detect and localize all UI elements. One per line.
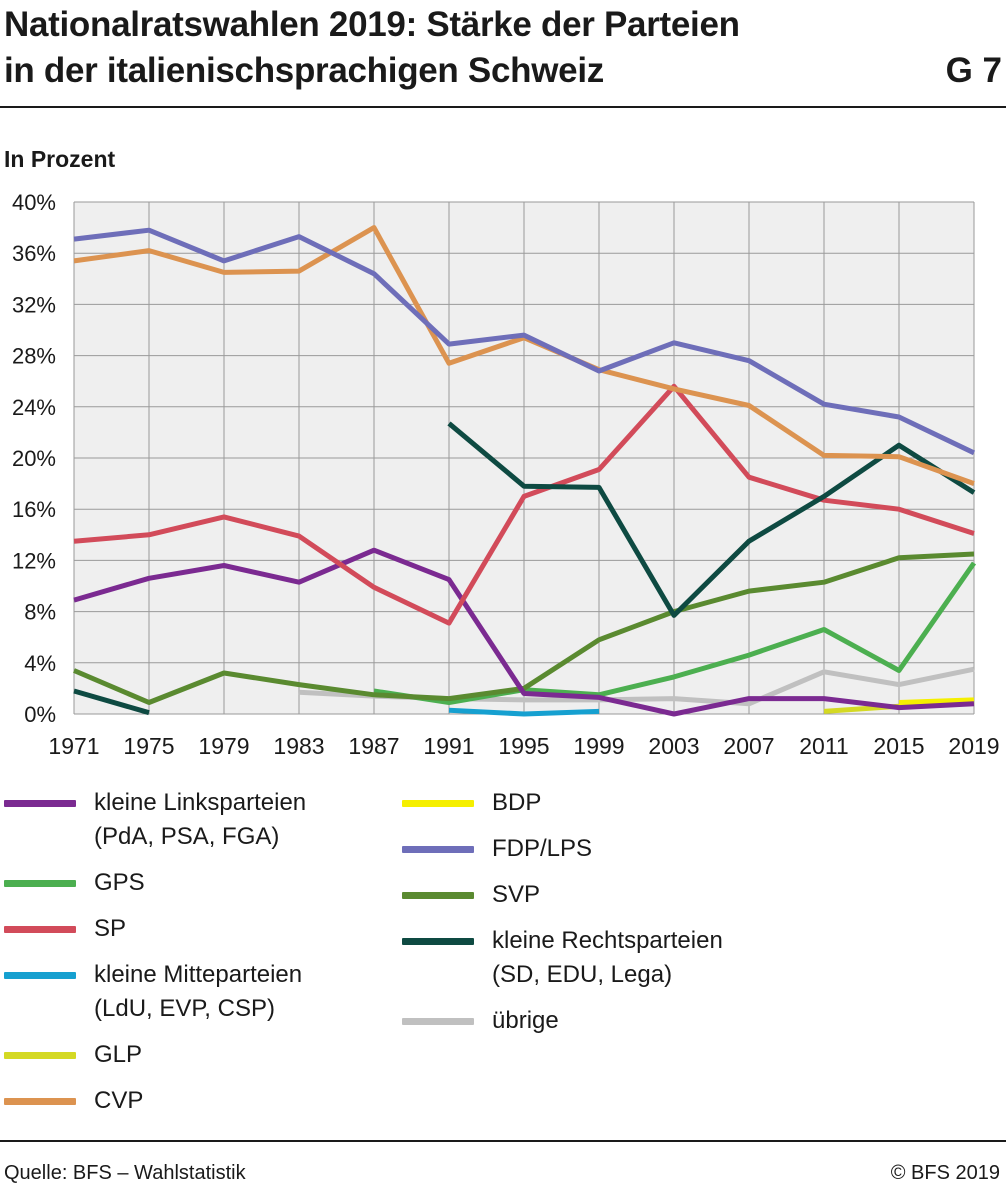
legend-label: GLP bbox=[94, 1041, 143, 1068]
legend-item: kleine Mitteparteien (LdU, EVP, CSP) bbox=[4, 958, 306, 1026]
x-tick-label: 1983 bbox=[273, 733, 324, 759]
series-line-kleine-mitteparteien bbox=[448, 707, 600, 717]
legend-label: FDP/LPS bbox=[492, 835, 593, 862]
title-line-2: in der italienischsprachigen Schweiz bbox=[4, 51, 604, 90]
y-axis-unit-label: In Prozent bbox=[4, 146, 116, 172]
legend-column-2: BDP FDP/LPS SVP kleine Rechtsparteien (SD, … bbox=[402, 786, 723, 1050]
legend-item: BDP bbox=[402, 786, 723, 820]
x-tick-label: 1979 bbox=[198, 733, 249, 759]
y-tick-label: 40% bbox=[12, 190, 56, 215]
x-tick-label: 2007 bbox=[723, 733, 774, 759]
y-tick-label: 8% bbox=[24, 600, 56, 625]
legend-column-1: kleine Linksparteien (PdA, PSA, FGA) GPS S… bbox=[4, 786, 306, 1130]
legend-swatch bbox=[4, 800, 76, 807]
series-line-bdp bbox=[898, 697, 975, 705]
legend-label: BDP bbox=[492, 789, 542, 816]
legend-item: kleine Rechtsparteien (SD, EDU, Lega) bbox=[402, 924, 723, 992]
legend-item: GLP bbox=[4, 1038, 306, 1072]
legend-item: kleine Linksparteien (PdA, PSA, FGA) bbox=[4, 786, 306, 854]
x-tick-label: 1999 bbox=[573, 733, 624, 759]
legend-swatch bbox=[4, 926, 76, 933]
legend-label: übrige bbox=[492, 1007, 559, 1034]
legend-swatch bbox=[4, 1052, 76, 1059]
x-tick-label: 1975 bbox=[123, 733, 174, 759]
y-tick-label: 4% bbox=[24, 651, 56, 676]
legend-item: FDP/LPS bbox=[402, 832, 723, 866]
x-tick-label: 1971 bbox=[48, 733, 99, 759]
y-tick-label: 20% bbox=[12, 446, 56, 471]
x-tick-label: 1991 bbox=[423, 733, 474, 759]
y-tick-label: 24% bbox=[12, 395, 56, 420]
legend-label: SP bbox=[94, 915, 127, 942]
source-note: Quelle: BFS – Wahlstatistik bbox=[4, 1162, 246, 1184]
series-line-svp bbox=[73, 551, 975, 705]
y-tick-label: 0% bbox=[24, 702, 56, 727]
x-tick-label: 1987 bbox=[348, 733, 399, 759]
x-tick-label: 2003 bbox=[648, 733, 699, 759]
x-tick-label: 2011 bbox=[799, 733, 848, 759]
y-tick-label: 28% bbox=[12, 344, 56, 369]
legend-swatch bbox=[402, 800, 474, 807]
legend-label: SVP bbox=[492, 881, 541, 908]
y-tick-label: 36% bbox=[12, 241, 56, 266]
top-rule bbox=[0, 106, 1006, 108]
y-tick-label: 16% bbox=[12, 497, 56, 522]
legend-label: kleine Rechtsparteien (SD, EDU, Lega) bbox=[492, 927, 723, 988]
legend-swatch bbox=[4, 880, 76, 887]
series-line-kleine-linksparteien bbox=[73, 547, 975, 717]
legend-swatch bbox=[402, 1018, 474, 1025]
x-tick-label: 2019 bbox=[948, 733, 999, 759]
series-line-kleine-rechtsparteien bbox=[447, 421, 976, 618]
x-tick-label: 2015 bbox=[873, 733, 924, 759]
legend-label: GPS bbox=[94, 869, 145, 896]
legend-label: kleine Linksparteien (PdA, PSA, FGA) bbox=[94, 789, 307, 850]
series-line-fdp-lps bbox=[73, 227, 976, 456]
legend-swatch bbox=[402, 938, 474, 945]
legend-item: CVP bbox=[4, 1084, 306, 1118]
legend-swatch bbox=[4, 972, 76, 979]
series-line-sp bbox=[73, 383, 975, 626]
bottom-rule bbox=[0, 1140, 1006, 1142]
legend-swatch bbox=[4, 1098, 76, 1105]
legend-item: SVP bbox=[402, 878, 723, 912]
y-tick-label: 12% bbox=[12, 548, 56, 573]
copyright-note: © BFS 2019 bbox=[890, 1162, 1000, 1184]
chart-title: Nationalratswahlen 2019: Stärke der Part… bbox=[4, 2, 904, 94]
legend-swatch bbox=[402, 892, 474, 899]
line-chart: 0% 4% 8% 12% 16% 20% 24% 28% 32% 36% 40% 1971 1975 19… bbox=[12, 190, 1000, 759]
graphic-number: G 7 bbox=[945, 51, 1002, 90]
title-line-1: Nationalratswahlen 2019: Stärke der Part… bbox=[4, 5, 740, 44]
y-tick-label: 32% bbox=[12, 292, 56, 317]
legend-item: übrige bbox=[402, 1004, 723, 1038]
legend-label: CVP bbox=[94, 1087, 144, 1114]
legend-item: SP bbox=[4, 912, 306, 946]
legend-label: kleine Mitteparteien (LdU, EVP, CSP) bbox=[94, 961, 303, 1022]
legend-swatch bbox=[402, 846, 474, 853]
x-tick-label: 1995 bbox=[498, 733, 549, 759]
series-line-gps bbox=[373, 561, 977, 705]
legend-item: GPS bbox=[4, 866, 306, 900]
series-line-kleine-rechtsparteien bbox=[73, 688, 150, 716]
